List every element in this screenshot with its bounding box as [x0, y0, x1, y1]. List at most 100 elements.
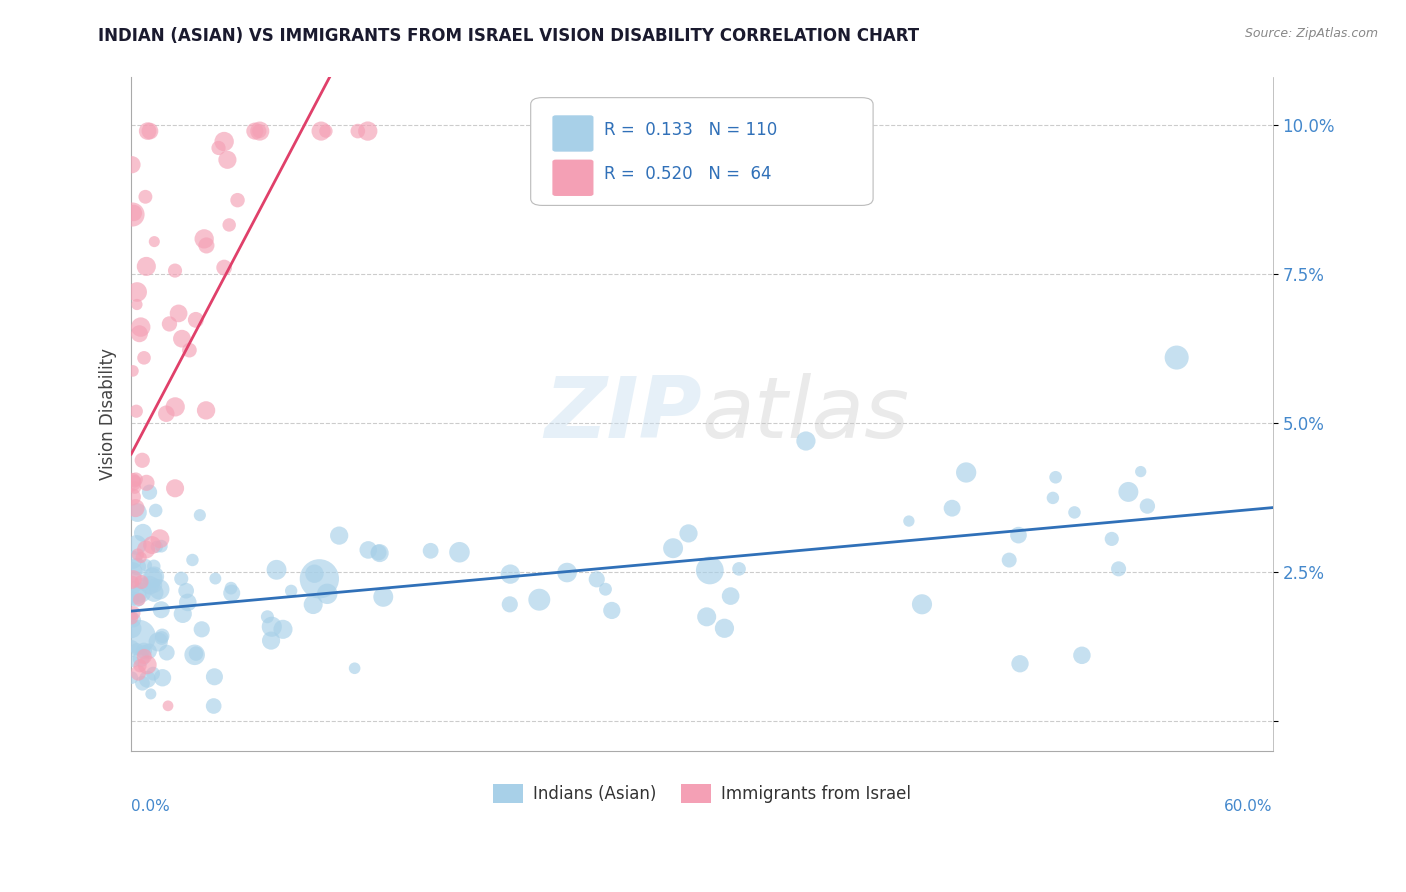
- Point: [207, 141, 229, 155]
- Point: [132, 644, 155, 658]
- Point: [132, 351, 155, 365]
- Point: [132, 577, 155, 591]
- Point: [204, 670, 226, 684]
- Point: [150, 629, 173, 643]
- Text: atlas: atlas: [702, 373, 910, 456]
- Point: [226, 193, 249, 207]
- Point: [149, 532, 172, 546]
- FancyBboxPatch shape: [553, 160, 593, 196]
- Point: [212, 260, 235, 275]
- Point: [156, 698, 179, 713]
- Point: [142, 666, 165, 681]
- Point: [122, 606, 145, 620]
- Point: [309, 124, 332, 138]
- Point: [129, 651, 152, 665]
- Point: [138, 644, 160, 658]
- Point: [124, 501, 146, 516]
- Point: [955, 466, 977, 480]
- Point: [1008, 657, 1031, 671]
- Point: [141, 571, 163, 585]
- Point: [127, 506, 149, 520]
- Point: [1129, 465, 1152, 479]
- Point: [328, 528, 350, 542]
- Point: [143, 585, 166, 599]
- Point: [1007, 528, 1029, 542]
- FancyBboxPatch shape: [553, 115, 593, 152]
- Point: [720, 589, 742, 603]
- Point: [122, 553, 145, 567]
- Point: [249, 124, 271, 138]
- Point: [136, 673, 159, 687]
- Point: [183, 648, 205, 662]
- Point: [218, 218, 240, 232]
- Point: [170, 332, 193, 346]
- Point: [499, 598, 522, 612]
- Point: [595, 582, 617, 597]
- Point: [143, 235, 166, 249]
- Point: [121, 622, 143, 636]
- Point: [316, 587, 339, 601]
- Point: [131, 575, 153, 590]
- Point: [529, 592, 551, 607]
- Point: [121, 608, 143, 623]
- Point: [165, 400, 187, 414]
- Point: [600, 603, 623, 617]
- Point: [120, 591, 142, 606]
- Point: [555, 566, 578, 580]
- Point: [174, 583, 197, 598]
- Point: [260, 620, 283, 634]
- Point: [1108, 562, 1130, 576]
- Point: [204, 572, 226, 586]
- Point: [156, 646, 179, 660]
- Text: ZIP: ZIP: [544, 373, 702, 456]
- Point: [998, 553, 1021, 567]
- Point: [585, 572, 607, 586]
- Point: [125, 297, 148, 311]
- Point: [172, 607, 194, 621]
- Point: [141, 538, 163, 552]
- Point: [121, 158, 143, 172]
- Text: 0.0%: 0.0%: [131, 798, 170, 814]
- Point: [121, 611, 143, 625]
- Point: [125, 538, 148, 552]
- Point: [135, 558, 157, 573]
- Point: [699, 564, 721, 578]
- Point: [129, 585, 152, 599]
- Point: [159, 317, 181, 331]
- FancyBboxPatch shape: [530, 97, 873, 205]
- Point: [136, 657, 159, 672]
- Point: [150, 631, 173, 645]
- Point: [167, 306, 190, 320]
- Point: [121, 207, 143, 221]
- Point: [131, 453, 153, 467]
- Point: [135, 475, 157, 490]
- Point: [127, 592, 149, 607]
- Point: [302, 598, 325, 612]
- Point: [120, 641, 142, 656]
- Point: [1166, 351, 1188, 365]
- Point: [195, 238, 218, 252]
- Point: [129, 658, 152, 673]
- Point: [256, 609, 278, 624]
- Point: [127, 665, 149, 680]
- Point: [121, 490, 143, 504]
- Text: R =  0.520   N =  64: R = 0.520 N = 64: [603, 165, 772, 183]
- Point: [132, 525, 155, 540]
- Point: [221, 586, 243, 600]
- Point: [127, 548, 149, 562]
- Point: [122, 572, 145, 586]
- Point: [347, 124, 370, 138]
- Point: [152, 671, 174, 685]
- Point: [122, 206, 145, 220]
- Point: [134, 190, 156, 204]
- Point: [148, 582, 170, 597]
- Point: [1101, 532, 1123, 546]
- Point: [121, 671, 143, 685]
- Point: [304, 566, 326, 581]
- Text: INDIAN (ASIAN) VS IMMIGRANTS FROM ISRAEL VISION DISABILITY CORRELATION CHART: INDIAN (ASIAN) VS IMMIGRANTS FROM ISRAEL…: [98, 27, 920, 45]
- Point: [217, 153, 239, 167]
- Text: R =  0.133   N = 110: R = 0.133 N = 110: [603, 120, 778, 138]
- Point: [128, 630, 150, 644]
- Point: [1063, 505, 1085, 519]
- Point: [1118, 484, 1140, 499]
